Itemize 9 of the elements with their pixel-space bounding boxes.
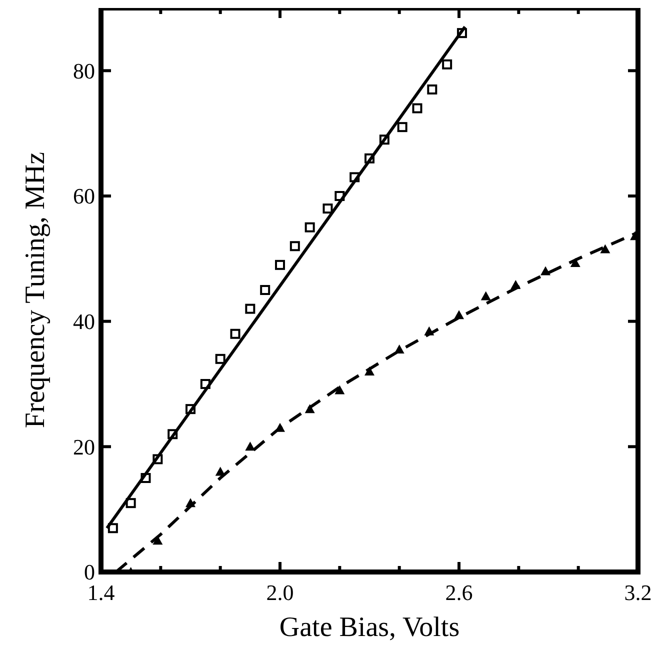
y-tick-label: 40 <box>73 309 95 334</box>
x-tick-label: 2.0 <box>266 580 294 605</box>
x-tick-label: 3.2 <box>624 580 652 605</box>
y-axis-title: Frequency Tuning, MHz <box>20 152 51 428</box>
y-tick-label: 60 <box>73 184 95 209</box>
y-tick-label: 80 <box>73 58 95 84</box>
x-tick-label: 2.6 <box>445 580 473 605</box>
x-axis-title: Gate Bias, Volts <box>279 612 460 643</box>
y-tick-label: 20 <box>73 434 95 460</box>
